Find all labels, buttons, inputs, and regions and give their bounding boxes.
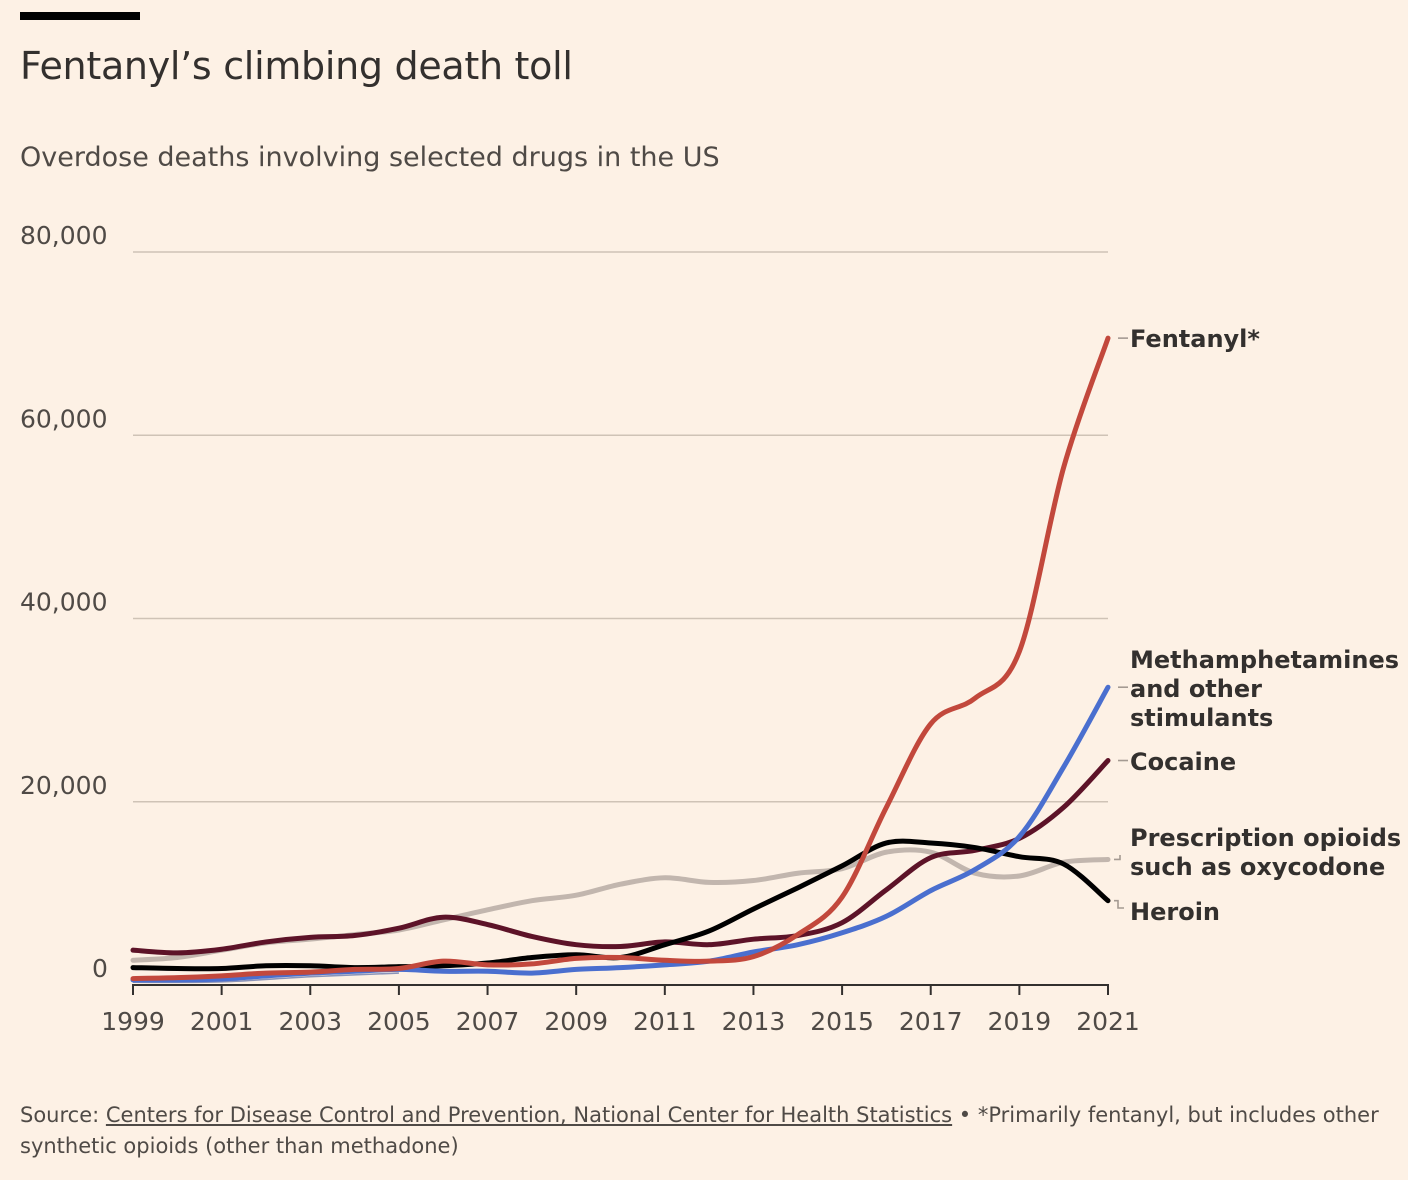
series-line-cocaine: [130, 758, 1111, 956]
x-tick-label: 1999: [101, 1007, 165, 1036]
line-chart: 0 20,000 40,000 60,000 80,000 1999 2001 2003 200…: [20, 221, 1401, 1036]
x-tick-label: 2017: [899, 1007, 963, 1036]
y-tick-label: 0: [92, 954, 108, 983]
x-tick-label: 2009: [544, 1007, 608, 1036]
series-lines: [130, 335, 1111, 984]
series-line-prescription: [130, 847, 1111, 963]
gridlines: [133, 251, 1108, 803]
source-prefix: Source:: [20, 1103, 106, 1127]
x-tick-label: 2007: [456, 1007, 520, 1036]
footer-bullet: •: [952, 1103, 978, 1127]
label-leader-heroin: [1114, 899, 1124, 909]
chart-title: Fentanyl’s climbing death toll: [20, 44, 573, 88]
source-link[interactable]: Centers for Disease Control and Preventi…: [105, 1103, 953, 1127]
x-tick-label: 2019: [988, 1007, 1052, 1036]
series-line-fentanyl: [130, 335, 1111, 982]
series-line-methamphetamines: [130, 684, 1111, 983]
series-line-heroin: [130, 838, 1111, 972]
series-label-prescription: such as oxycodone: [1130, 853, 1385, 881]
y-tick-label: 80,000: [20, 221, 107, 250]
x-tick-label: 2013: [722, 1007, 786, 1036]
x-tick-label: 2011: [633, 1007, 697, 1036]
series-label-prescription: Prescription opioids: [1130, 824, 1401, 852]
series-label-cocaine: Cocaine: [1130, 748, 1236, 776]
chart-footer: Source: Centers for Disease Control and …: [20, 1100, 1380, 1162]
series-label-methamphetamines: stimulants: [1130, 704, 1273, 732]
series-label-methamphetamines: and other: [1130, 675, 1262, 703]
x-tick-label: 2003: [278, 1007, 342, 1036]
y-tick-label: 40,000: [20, 588, 107, 617]
x-tick-label: 2001: [190, 1007, 254, 1036]
label-leader-prescription: [1114, 855, 1121, 861]
footnote: *Primarily fentanyl, but includes other …: [20, 1103, 1379, 1158]
x-tick-label: 2015: [810, 1007, 874, 1036]
series-label-methamphetamines: Methamphetamines: [1130, 646, 1399, 674]
y-tick-label: 60,000: [20, 404, 107, 433]
x-tick-label: 2021: [1076, 1007, 1140, 1036]
chart-subtitle: Overdose deaths involving selected drugs…: [20, 142, 720, 173]
brand-top-bar: [20, 12, 140, 20]
y-tick-label: 20,000: [20, 771, 107, 800]
axes: 0 20,000 40,000 60,000 80,000 1999 2001 2003 200…: [20, 221, 1140, 1036]
series-label-fentanyl: Fentanyl*: [1130, 325, 1260, 353]
x-tick-label: 2005: [367, 1007, 431, 1036]
series-label-heroin: Heroin: [1130, 898, 1220, 926]
